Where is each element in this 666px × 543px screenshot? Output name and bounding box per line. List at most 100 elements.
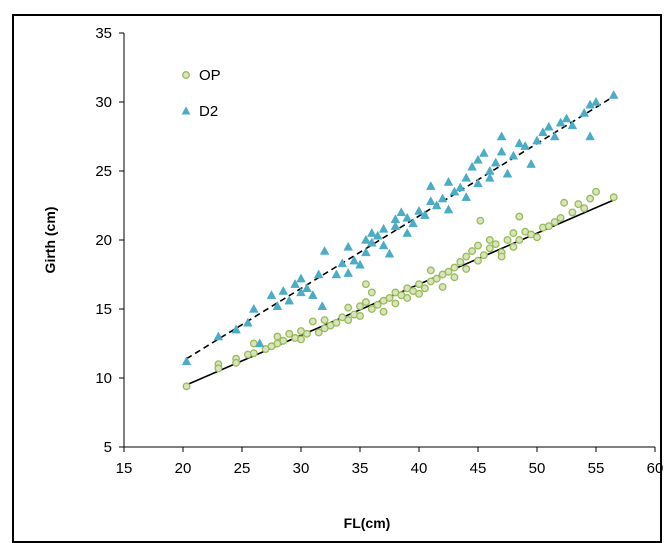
data-point-d2 [479, 147, 489, 157]
data-point-d2 [520, 141, 530, 150]
data-point-d2 [278, 285, 289, 295]
data-point-op [415, 289, 423, 298]
data-point-op [403, 294, 412, 302]
x-tick-label: 20 [175, 460, 192, 477]
data-point-op [367, 305, 376, 313]
data-point-op [515, 236, 524, 244]
data-point-op [476, 216, 485, 225]
data-point-op [468, 247, 477, 255]
x-tick-label: 15 [116, 460, 133, 477]
data-point-op [391, 299, 400, 308]
data-point-op [568, 208, 577, 217]
data-point-op [444, 267, 453, 276]
data-point-op [586, 194, 595, 203]
data-point-op [497, 252, 506, 261]
data-point-d2 [378, 240, 389, 250]
x-tick-label: 40 [411, 460, 428, 477]
data-point-d2 [490, 157, 501, 167]
trendline-d2 [186, 95, 615, 360]
data-point-d2 [396, 207, 407, 217]
data-point-d2 [473, 178, 483, 188]
data-point-d2 [496, 146, 507, 156]
data-point-op [426, 266, 435, 275]
data-point-d2 [378, 223, 389, 233]
legend-op-marker [182, 71, 190, 79]
data-point-d2 [254, 338, 265, 348]
data-point-d2 [181, 356, 192, 366]
data-point-d2 [591, 96, 601, 106]
data-point-op [509, 242, 518, 251]
data-point-op [450, 273, 459, 282]
data-point-d2 [402, 212, 412, 222]
data-point-op [344, 316, 353, 324]
data-point-op [379, 307, 388, 316]
data-point-d2 [243, 317, 253, 327]
data-point-d2 [319, 245, 330, 255]
data-point-d2 [361, 234, 371, 244]
legend-item-d2: D2 [181, 103, 218, 120]
y-tick-label: 35 [95, 25, 112, 42]
data-point-d2 [266, 290, 277, 299]
data-point-d2 [514, 138, 525, 148]
data-point-d2 [367, 227, 377, 237]
data-point-d2 [272, 301, 283, 310]
data-point-op [474, 256, 482, 265]
data-point-d2 [544, 121, 554, 131]
data-point-op [420, 284, 429, 293]
x-tick-label: 30 [293, 460, 310, 477]
data-point-op [515, 212, 524, 221]
data-point-d2 [308, 290, 318, 299]
data-point-op [344, 303, 353, 312]
data-point-d2 [331, 269, 342, 279]
data-point-d2 [538, 127, 548, 137]
data-point-d2 [313, 269, 324, 279]
data-point-op [332, 318, 341, 327]
data-point-op [533, 233, 541, 242]
data-point-op [556, 213, 565, 222]
data-point-op [485, 244, 494, 253]
legend: OP D2 [181, 67, 221, 120]
data-point-d2 [532, 135, 542, 145]
x-tick-label: 50 [529, 460, 546, 477]
data-point-d2 [317, 301, 328, 310]
data-point-d2 [526, 158, 536, 168]
data-point-op [273, 332, 282, 341]
data-point-d2 [390, 221, 401, 230]
data-point-d2 [384, 248, 395, 258]
data-point-d2 [579, 107, 589, 117]
data-point-op [214, 364, 223, 373]
data-point-op [479, 251, 488, 260]
data-point-d2 [284, 295, 294, 305]
data-point-d2 [549, 131, 560, 141]
data-point-op [462, 265, 471, 273]
data-point-d2 [290, 279, 300, 288]
x-tick-label: 35 [352, 460, 369, 477]
data-point-op [432, 274, 441, 283]
data-point-d2 [431, 200, 442, 210]
data-point-d2 [561, 113, 572, 123]
x-tick-label: 55 [588, 460, 605, 477]
legend-item-op: OP [182, 67, 221, 84]
data-point-op [385, 294, 394, 302]
data-point-op [485, 236, 494, 244]
data-point-d2 [355, 259, 365, 269]
data-point-d2 [349, 255, 359, 265]
y-tick-label: 15 [95, 301, 112, 318]
data-point-op [232, 358, 241, 367]
legend-op-label: OP [199, 67, 221, 84]
data-point-d2 [437, 193, 448, 203]
data-point-op [182, 382, 191, 391]
data-point-op [462, 252, 471, 261]
x-tick-label: 60 [647, 460, 664, 477]
data-point-d2 [473, 154, 483, 164]
data-point-d2 [420, 210, 430, 219]
data-point-op [249, 349, 258, 358]
data-point-op [580, 204, 589, 213]
data-point-d2 [608, 89, 619, 99]
legend-d2-label: D2 [199, 103, 218, 120]
data-point-d2 [337, 258, 348, 268]
y-axis-title: Girth (cm) [42, 207, 58, 274]
data-point-d2 [367, 237, 377, 247]
data-point-d2 [485, 172, 495, 182]
data-point-d2 [567, 120, 578, 130]
